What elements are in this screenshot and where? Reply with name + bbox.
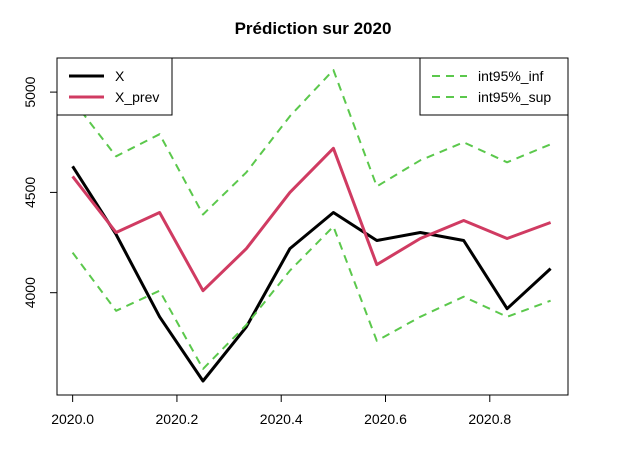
series-line-int95-inf [71, 225, 551, 370]
y-tick-label: 4000 [22, 277, 38, 308]
series-layer [71, 69, 552, 383]
legend-box [419, 57, 569, 116]
y-tick-label: 4500 [22, 177, 38, 208]
legend-label-x-prev: X_prev [115, 89, 159, 105]
legend-label-int95-sup: int95%_sup [478, 89, 551, 105]
legend-right: int95%_inf int95%_sup [419, 57, 569, 116]
legend-label-x: X [115, 68, 125, 84]
x-tick-label: 2020.4 [260, 411, 303, 427]
y-axis: 4000 4500 5000 [22, 76, 57, 308]
series-line-x-prev [71, 146, 552, 293]
y-tick-label: 5000 [22, 76, 38, 107]
x-tick-label: 2020.6 [364, 411, 407, 427]
chart-title: Prédiction sur 2020 [235, 19, 392, 38]
legend-label-int95-inf: int95%_inf [478, 68, 543, 84]
x-axis: 2020.0 2020.2 2020.4 2020.6 2020.8 [51, 395, 511, 427]
x-tick-label: 2020.0 [51, 411, 94, 427]
x-tick-label: 2020.8 [468, 411, 511, 427]
series-line-x [71, 165, 552, 383]
legend-box [56, 57, 173, 116]
series-line-int95-sup [71, 69, 551, 216]
plot-frame [56, 57, 569, 396]
legend-left: X X_prev [56, 57, 173, 116]
x-tick-label: 2020.2 [156, 411, 199, 427]
